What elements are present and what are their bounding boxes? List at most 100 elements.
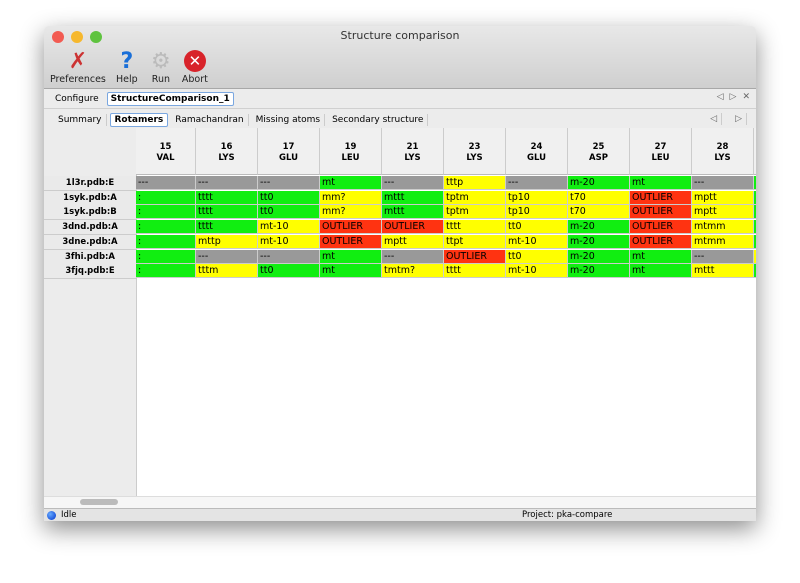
table-cell[interactable]: tttt [196,220,258,235]
table-cell[interactable]: tt0 [506,249,568,264]
table-cell[interactable]: mttt [382,205,444,220]
table-cell[interactable]: tmtm? [382,264,444,279]
table-cell[interactable]: mttt [692,264,754,279]
table-cell[interactable]: tp10 [506,205,568,220]
table-cell[interactable]: mt-10 [506,264,568,279]
column-header[interactable]: 25 ASP [568,128,630,175]
table-cell[interactable]: OUTLIER [320,234,382,249]
table-cell[interactable]: mt [630,264,692,279]
row-header[interactable]: 3fhi.pdb:A [44,249,136,265]
table-cell[interactable]: --- [692,176,754,190]
table-cell[interactable]: ttpt [444,234,506,249]
table-cell[interactable]: --- [136,176,196,190]
abort-button[interactable]: ✕ Abort [182,48,208,85]
table-cell[interactable]: mptt [382,234,444,249]
table-cell[interactable]: tp10 [506,190,568,205]
run-button[interactable]: ⚙ Run [148,48,174,86]
table-cell[interactable]: t70 [568,205,630,220]
table-cell[interactable]: : [136,264,196,279]
table-cell[interactable]: : [136,234,196,249]
tab-secondary-structure[interactable]: Secondary structure [328,114,429,126]
tab-ramachandran[interactable]: Ramachandran [171,114,249,126]
table-cell[interactable]: --- [692,249,754,264]
row-header[interactable]: 3fjq.pdb:E [44,264,136,280]
tab-summary[interactable]: Summary [54,114,107,126]
table-cell[interactable]: m-20 [568,234,630,249]
table-cell[interactable]: OUTLIER [630,190,692,205]
table-cell[interactable] [754,234,756,249]
table-cell[interactable] [754,205,756,220]
table-cell[interactable]: mttt [382,190,444,205]
column-header[interactable]: 27 LEU [630,128,692,175]
row-header[interactable]: 3dne.pdb:A [44,234,136,250]
table-cell[interactable]: mt [320,249,382,264]
row-header[interactable]: 1syk.pdb:B [44,205,136,221]
table-cell[interactable]: OUTLIER [444,249,506,264]
table-cell[interactable]: mt [320,264,382,279]
table-cell[interactable] [754,264,756,279]
table-cell[interactable]: tttm [196,264,258,279]
table-cell[interactable]: : [136,249,196,264]
table-cell[interactable]: tt0 [258,190,320,205]
table-cell[interactable]: mttp [196,234,258,249]
table-cell[interactable]: --- [506,176,568,190]
tab-structurecomparison[interactable]: StructureComparison_1 [106,91,234,106]
table-cell[interactable]: : [136,190,196,205]
table-cell[interactable]: OUTLIER [382,220,444,235]
table-cell[interactable]: tt0 [506,220,568,235]
table-cell[interactable]: m-20 [568,249,630,264]
row-header[interactable]: 3dnd.pdb:A [44,220,136,236]
table-cell[interactable]: OUTLIER [630,205,692,220]
table-cell[interactable]: mt-10 [258,234,320,249]
table-cell[interactable]: tt0 [258,264,320,279]
table-cell[interactable]: mt [320,176,382,190]
zoom-window-button[interactable] [90,31,102,43]
table-cell[interactable]: m-20 [568,220,630,235]
table-cell[interactable] [754,190,756,205]
table-cell[interactable]: mt-10 [506,234,568,249]
table-cell[interactable]: mtmm [692,234,754,249]
column-header[interactable]: 23 LYS [444,128,506,175]
tab-missing-atoms[interactable]: Missing atoms [252,114,326,126]
column-header[interactable]: 24 GLU [506,128,568,175]
column-header[interactable]: 16 LYS [196,128,258,175]
column-header[interactable]: 15 VAL [136,128,196,175]
table-cell[interactable]: --- [382,249,444,264]
arrow-right-icon[interactable]: ▷ [729,92,737,102]
table-cell[interactable]: mm? [320,205,382,220]
tab-rotamers[interactable]: Rotamers [109,113,169,127]
table-cell[interactable]: mt-10 [258,220,320,235]
table-cell[interactable]: OUTLIER [630,234,692,249]
table-cell[interactable]: tttt [196,205,258,220]
table-cell[interactable]: m-20 [568,264,630,279]
column-header[interactable] [754,128,756,175]
column-header[interactable]: 19 LEU [320,128,382,175]
scrollbar-thumb[interactable] [80,499,118,505]
minimize-window-button[interactable] [71,31,83,43]
table-cell[interactable] [754,249,756,264]
table-cell[interactable]: --- [382,176,444,190]
table-cell[interactable]: tttp [444,176,506,190]
table-cell[interactable]: --- [258,176,320,190]
column-header[interactable]: 28 LYS [692,128,754,175]
close-icon[interactable]: ✕ [742,92,750,102]
column-header[interactable]: 21 LYS [382,128,444,175]
help-button[interactable]: ? Help [114,48,140,86]
table-cell[interactable]: m-20 [568,176,630,190]
horizontal-scrollbar[interactable] [44,496,756,508]
row-header[interactable]: 1syk.pdb:A [44,190,136,206]
arrow-left-icon[interactable]: ◁ [706,113,723,125]
table-cell[interactable]: : [136,205,196,220]
table-cell[interactable] [754,220,756,235]
table-cell[interactable]: OUTLIER [630,220,692,235]
table-cell[interactable]: mptt [692,190,754,205]
table-cell[interactable]: mtmm [692,220,754,235]
table-cell[interactable] [754,176,756,190]
preferences-button[interactable]: ✗ Preferences [50,48,106,86]
table-cell[interactable]: mt [630,176,692,190]
table-cell[interactable]: --- [196,249,258,264]
table-cell[interactable]: tttt [444,264,506,279]
table-cell[interactable]: tt0 [258,205,320,220]
table-cell[interactable]: mt [630,249,692,264]
column-header[interactable]: 17 GLU [258,128,320,175]
